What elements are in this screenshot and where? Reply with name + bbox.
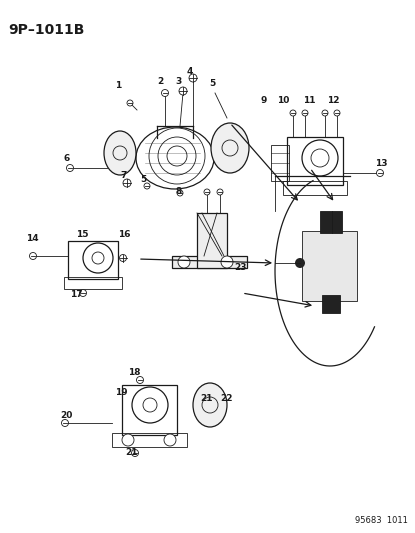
- Text: 5: 5: [209, 79, 215, 88]
- Circle shape: [123, 179, 131, 187]
- Bar: [302, 231, 357, 301]
- Bar: [197, 213, 227, 268]
- Text: 19: 19: [115, 388, 128, 397]
- Text: 95683  1011: 95683 1011: [355, 516, 408, 525]
- Text: 7: 7: [120, 171, 127, 180]
- Circle shape: [66, 165, 73, 172]
- Circle shape: [376, 169, 383, 176]
- Bar: [64, 277, 122, 289]
- Bar: [122, 385, 177, 435]
- Circle shape: [178, 256, 190, 268]
- Bar: [287, 137, 343, 185]
- Circle shape: [144, 183, 150, 189]
- Bar: [271, 145, 289, 181]
- Circle shape: [29, 253, 37, 260]
- Text: 12: 12: [327, 96, 339, 105]
- Text: 17: 17: [70, 290, 83, 299]
- Text: 22: 22: [220, 394, 232, 403]
- Circle shape: [334, 110, 340, 116]
- Bar: [112, 433, 187, 447]
- Circle shape: [80, 289, 86, 296]
- Text: 11: 11: [303, 96, 315, 105]
- Circle shape: [132, 449, 139, 456]
- Text: 8: 8: [175, 187, 181, 196]
- Text: 16: 16: [118, 230, 130, 239]
- Text: 4: 4: [187, 67, 193, 76]
- Circle shape: [161, 90, 168, 96]
- Circle shape: [137, 376, 144, 384]
- Text: 9: 9: [260, 96, 266, 105]
- Text: 9P–1011B: 9P–1011B: [8, 23, 84, 37]
- Text: 5: 5: [140, 175, 146, 184]
- Circle shape: [290, 110, 296, 116]
- Text: 1: 1: [115, 81, 121, 90]
- Text: 15: 15: [76, 230, 88, 239]
- Ellipse shape: [104, 131, 136, 175]
- Bar: [68, 241, 118, 279]
- Bar: [283, 181, 347, 195]
- Text: 20: 20: [60, 411, 72, 420]
- Text: 21: 21: [125, 448, 137, 457]
- Circle shape: [221, 256, 233, 268]
- Circle shape: [122, 434, 134, 446]
- Text: 3: 3: [175, 77, 181, 86]
- Text: 23: 23: [234, 263, 247, 272]
- Circle shape: [120, 254, 127, 262]
- Circle shape: [302, 110, 308, 116]
- Circle shape: [177, 190, 183, 196]
- Circle shape: [295, 258, 305, 268]
- Circle shape: [164, 434, 176, 446]
- Text: 6: 6: [63, 154, 69, 163]
- Text: 13: 13: [375, 159, 388, 168]
- Circle shape: [179, 87, 187, 95]
- Ellipse shape: [211, 123, 249, 173]
- Circle shape: [127, 100, 133, 106]
- Circle shape: [61, 419, 68, 426]
- Circle shape: [322, 110, 328, 116]
- Text: 10: 10: [277, 96, 289, 105]
- Circle shape: [189, 74, 197, 82]
- Bar: [322, 295, 340, 313]
- Ellipse shape: [193, 383, 227, 427]
- Text: 21: 21: [200, 394, 212, 403]
- Circle shape: [204, 189, 210, 195]
- Text: 2: 2: [157, 77, 163, 86]
- Bar: [172, 256, 247, 268]
- Text: 18: 18: [128, 368, 141, 377]
- Circle shape: [217, 189, 223, 195]
- Bar: [320, 211, 342, 233]
- Text: 14: 14: [26, 234, 39, 243]
